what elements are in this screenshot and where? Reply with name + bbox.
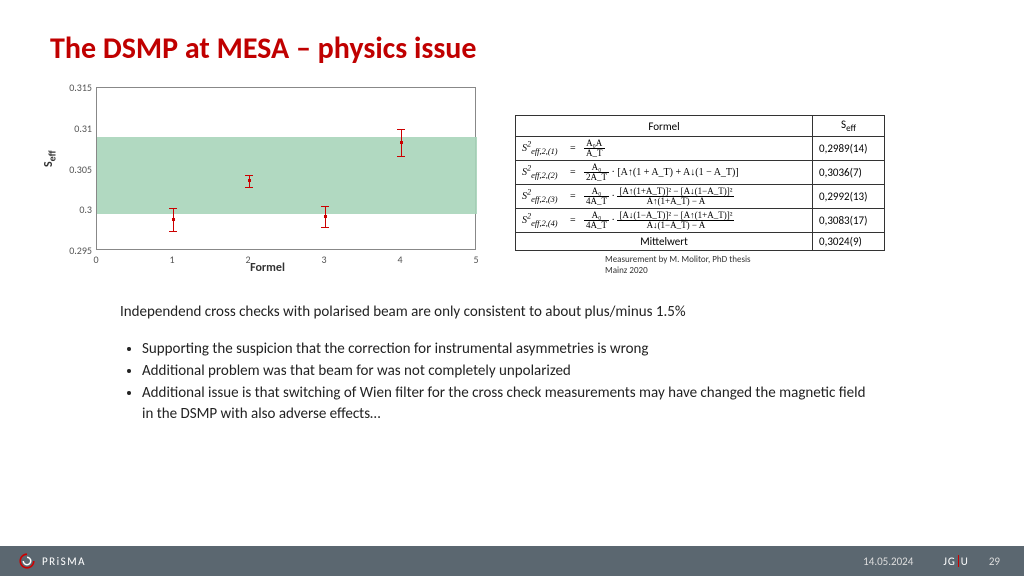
list-item: Additional issue is that switching of Wi… — [142, 383, 880, 424]
col-formel: Formel — [516, 116, 813, 137]
footer-date: 14.05.2024 — [863, 555, 913, 568]
table-caption: Measurement by M. Molitor, PhD thesis Ma… — [605, 255, 974, 277]
slide-footer: PRiSMA 14.05.2024 JGU 29 — [0, 546, 1024, 576]
bullet-list: Supporting the suspicion that the correc… — [120, 339, 880, 424]
table-header-row: Formel Seff — [516, 116, 885, 137]
table-column: Formel Seff S2eff,2,(1)=A₀AA_T0,2989(14)… — [515, 85, 974, 277]
mittelwert-label: Mittelwert — [516, 233, 813, 251]
y-axis-label: Seff — [42, 150, 58, 167]
plot-area — [96, 87, 476, 250]
page-number: 29 — [989, 555, 1000, 568]
caption-line1: Measurement by M. Molitor, PhD thesis — [605, 254, 751, 265]
table-row: S2eff,2,(1)=A₀AA_T0,2989(14) — [516, 137, 885, 161]
body-text: Independend cross checks with polarised … — [50, 303, 880, 424]
swirl-icon — [18, 552, 36, 570]
brand-logo: PRiSMA — [18, 552, 86, 570]
upper-row: Seff Formel 0.2950.30.3050.310.315012345… — [50, 85, 974, 277]
brand-text: PRiSMA — [42, 555, 86, 568]
table-row: S2eff,2,(4)=A₀4A_T · [A↓(1−A_T)]² − [A↑(… — [516, 209, 885, 233]
table-row: S2eff,2,(2)=A₀2A_T · [A↑(1 + A_T) + A↓(1… — [516, 161, 885, 185]
seff-table: Formel Seff S2eff,2,(1)=A₀AA_T0,2989(14)… — [515, 115, 885, 251]
lead-text: Independend cross checks with polarised … — [120, 303, 880, 321]
list-item: Supporting the suspicion that the correc… — [142, 339, 880, 359]
table-footer-row: Mittelwert 0,3024(9) — [516, 233, 885, 251]
uni-logo: JGU — [943, 555, 969, 568]
col-seff: Seff — [813, 116, 885, 137]
seff-chart: Seff Formel 0.2950.30.3050.310.315012345 — [50, 85, 485, 275]
mittelwert-value: 0,3024(9) — [813, 233, 885, 251]
x-axis-label: Formel — [50, 261, 485, 275]
list-item: Additional problem was that beam for was… — [142, 361, 880, 381]
slide: The DSMP at MESA – physics issue Seff Fo… — [0, 0, 1024, 576]
caption-line2: Mainz 2020 — [605, 265, 648, 276]
slide-title: The DSMP at MESA – physics issue — [50, 30, 974, 67]
table-row: S2eff,2,(3)=A₀4A_T · [A↑(1+A_T)]² − [A↓(… — [516, 185, 885, 209]
